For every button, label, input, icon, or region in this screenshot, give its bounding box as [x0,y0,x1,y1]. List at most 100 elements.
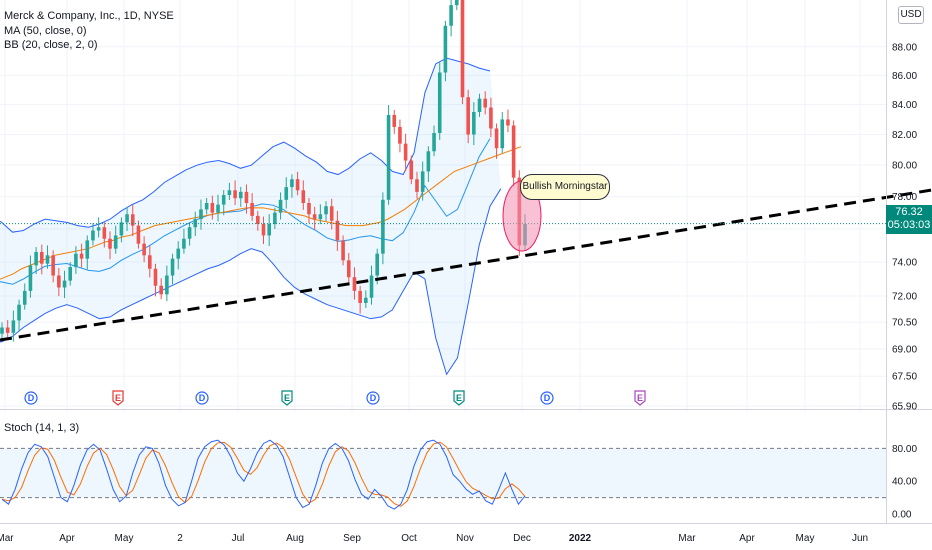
candle-body [341,240,345,261]
candle [364,290,368,308]
candle [0,322,4,339]
candle-body [420,171,425,192]
svg-text:D: D [199,393,206,403]
candle [341,235,345,266]
candle [420,161,425,201]
stoch-indicator-label[interactable]: Stoch (14, 1, 3) [4,422,80,434]
candle-body [432,132,436,152]
candle-body [170,258,175,276]
earnings-marker[interactable]: E [634,390,646,406]
earnings-marker[interactable]: E [112,390,124,406]
candle [233,180,237,206]
time-tick-label: Oct [401,533,417,544]
candle-body [511,125,516,178]
candle-body [426,151,431,172]
candle-body [57,275,61,288]
candle [199,199,203,230]
bb-fill [0,58,501,375]
dividend-marker[interactable]: D [195,391,209,405]
bullish-morningstar-callout[interactable]: Bullish Morningstar [520,174,610,200]
candle-body [136,225,141,244]
candle-body [216,204,220,213]
candle [244,184,249,214]
candle [238,186,243,207]
candle [11,310,16,342]
currency-button[interactable]: USD [898,6,924,24]
candle-body [369,275,374,298]
price-tick-label: 65.90 [892,402,917,413]
candle-body [290,179,294,188]
candle [267,214,271,247]
candle-body [227,190,232,196]
candle [182,228,186,254]
candle [204,198,209,215]
candle [278,192,283,220]
candle [472,102,476,146]
candle [176,241,181,270]
candle-body [352,277,357,291]
candle-body [244,191,249,204]
bar-countdown: 05:03:03 [887,219,931,231]
dividend-marker[interactable]: D [540,391,554,405]
svg-text:E: E [637,393,643,403]
svg-text:D: D [544,393,551,403]
candle-body [261,223,266,236]
time-tick-label: Nov [456,533,474,544]
candle [477,93,482,117]
candle [449,0,453,37]
candle [346,252,351,285]
dividend-marker[interactable]: D [24,391,38,405]
bb-indicator-label[interactable]: BB (20, close, 2, 0) [4,39,98,51]
candle-body [45,255,50,264]
svg-text:E: E [115,393,121,403]
candle-body [74,253,78,268]
candle-body [153,268,158,286]
candle-body [489,107,493,129]
candle-body [312,214,317,220]
price-pane-bg [0,0,886,408]
candle [409,155,414,185]
price-tick-label: 78.00 [892,192,917,203]
time-tick-label: Apr [739,533,755,544]
candle-body [159,285,163,295]
candle [136,220,141,249]
candle [39,244,44,275]
candle [500,112,505,154]
ma-indicator-label[interactable]: MA (50, close, 0) [4,24,87,37]
earnings-marker[interactable]: E [281,390,293,406]
bb-upper-band [0,57,491,233]
candle-body [11,320,16,333]
dividend-marker[interactable]: D [366,391,380,405]
candle-body [39,251,44,264]
candle-body [113,235,118,249]
price-tick-label: 82.00 [892,130,917,141]
candle-body [466,97,470,135]
bb-basis [0,138,491,285]
candle-body [119,222,124,236]
candle [130,204,135,237]
time-tick-label: Dec [513,533,531,544]
candle-body [506,119,510,126]
candle-body [165,275,169,295]
stochastic-pane[interactable] [0,412,886,522]
candle [159,278,163,300]
time-tick-label: 2 [177,533,183,544]
candle-body [409,160,414,180]
candle [290,174,294,198]
earnings-marker[interactable]: E [453,390,465,406]
candle [432,125,436,157]
candle-body [79,253,84,259]
time-tick-label: 2022 [569,533,592,544]
candle-body [324,206,328,215]
candle [57,268,61,297]
candle [102,222,107,248]
candle [318,204,323,225]
candle [142,236,146,263]
support-trendline [0,188,932,342]
candle-body [130,214,135,226]
symbol-title[interactable]: Merck & Company, Inc., 1D, NYSE [4,10,174,22]
candle [386,105,391,205]
candle [307,198,311,223]
candle-body [267,223,271,236]
